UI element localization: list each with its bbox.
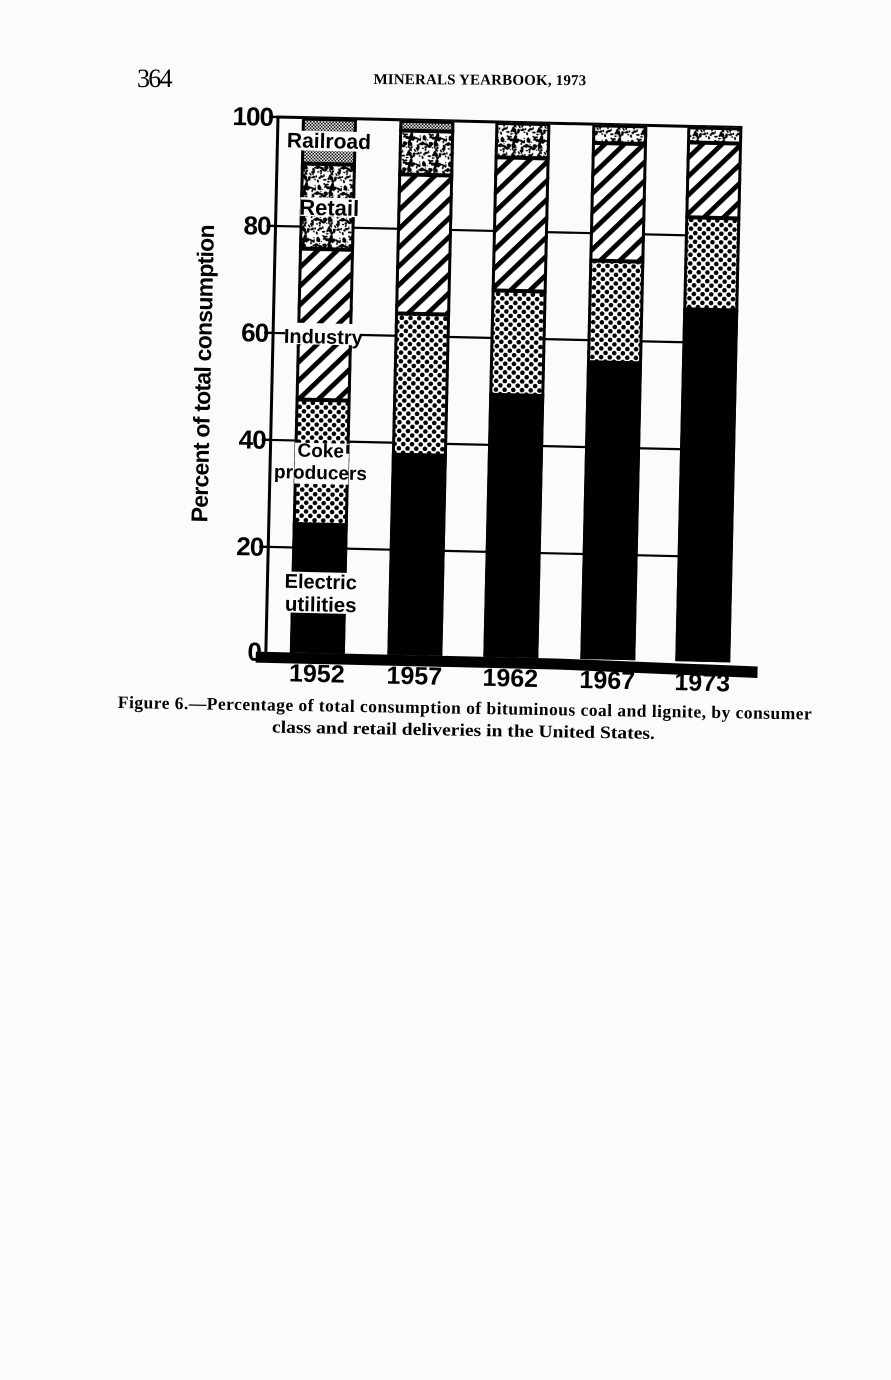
- svg-text:Percent of total consumption: Percent of total consumption: [186, 224, 219, 523]
- svg-text:utilities: utilities: [285, 593, 357, 618]
- svg-text:1973: 1973: [674, 668, 730, 697]
- svg-text:Industry: Industry: [284, 326, 364, 350]
- svg-text:Retail: Retail: [299, 195, 359, 221]
- svg-text:40: 40: [238, 424, 266, 455]
- svg-text:100: 100: [232, 101, 274, 132]
- svg-text:364: 364: [137, 64, 173, 93]
- svg-text:Electric: Electric: [284, 571, 357, 595]
- svg-text:1962: 1962: [482, 664, 538, 693]
- svg-text:producers: producers: [274, 462, 367, 485]
- svg-text:class and retail deliveries in: class and retail deliveries in the Unite…: [272, 717, 655, 743]
- svg-text:80: 80: [243, 210, 271, 241]
- svg-text:1952: 1952: [289, 659, 345, 688]
- svg-text:MINERALS YEARBOOK, 1973: MINERALS YEARBOOK, 1973: [373, 72, 586, 89]
- svg-text:1957: 1957: [386, 662, 442, 691]
- svg-text:0: 0: [247, 636, 262, 666]
- svg-text:1967: 1967: [579, 666, 635, 695]
- svg-text:60: 60: [241, 317, 269, 348]
- svg-text:Railroad: Railroad: [287, 129, 372, 154]
- svg-text:Coke: Coke: [297, 441, 344, 463]
- svg-text:20: 20: [236, 531, 264, 562]
